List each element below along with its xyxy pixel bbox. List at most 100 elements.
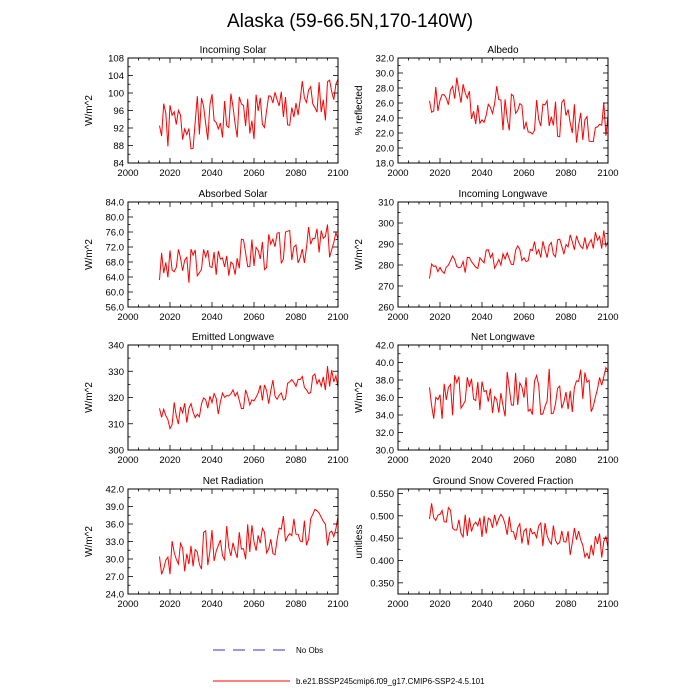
plot-frame xyxy=(127,201,339,308)
y-tick-label: 30.0 xyxy=(376,446,395,457)
series-line-model xyxy=(429,366,609,419)
panel-title: Incoming Solar xyxy=(200,45,267,56)
series-line-model xyxy=(429,230,609,279)
panel-title: Albedo xyxy=(487,45,519,56)
plot-frame xyxy=(397,488,609,595)
x-tick-label: 2000 xyxy=(117,455,138,466)
panel-net-radiation: 2000 2020 2040 2060 2080 2100 24.0 27.0 30.0 33.0… xyxy=(84,476,349,610)
x-tick-label: 2080 xyxy=(285,168,306,179)
y-tick-label: 300 xyxy=(108,446,124,457)
y-tick-label: 64.0 xyxy=(106,273,125,284)
x-tick-label: 2020 xyxy=(429,455,450,466)
x-tick-label: 2080 xyxy=(555,599,576,610)
x-tick-label: 2040 xyxy=(201,599,222,610)
y-tick-label: 27.0 xyxy=(106,572,125,583)
x-tick-label: 2020 xyxy=(429,312,450,323)
y-tick-label: 84 xyxy=(113,159,124,170)
x-tick-label: 2040 xyxy=(471,599,492,610)
y-tick-label: 280 xyxy=(378,261,394,272)
panel-title: Emitted Longwave xyxy=(192,332,275,343)
x-tick-label: 2080 xyxy=(285,455,306,466)
y-tick-label: 76.0 xyxy=(106,228,125,239)
y-tick-label: 18.0 xyxy=(376,159,395,170)
y-axis-label: W/m^2 xyxy=(354,382,365,413)
x-tick-label: 2100 xyxy=(597,312,618,323)
panel-title: Ground Snow Covered Fraction xyxy=(433,476,574,487)
x-tick-label: 2080 xyxy=(555,312,576,323)
plot-frame xyxy=(397,344,609,451)
x-tick-label: 2100 xyxy=(597,168,618,179)
panel-incoming-solar: 2000 2020 2040 2060 2080 2100 84 88 92 96 100 104 10… xyxy=(84,45,349,179)
y-tick-label: 320 xyxy=(108,393,124,404)
y-tick-label: 300 xyxy=(378,219,394,230)
x-tick-label: 2020 xyxy=(159,599,180,610)
x-tick-label: 2060 xyxy=(513,168,534,179)
y-tick-label: 26.0 xyxy=(376,99,395,110)
y-tick-label: 30.0 xyxy=(106,555,125,566)
y-tick-label: 80.0 xyxy=(106,213,125,224)
series-line-model xyxy=(159,508,339,575)
y-axis-label: W/m^2 xyxy=(84,382,95,413)
y-tick-label: 104 xyxy=(108,71,124,82)
y-axis-label: unitless xyxy=(354,525,365,559)
y-tick-label: 88 xyxy=(113,141,124,152)
y-tick-label: 40.0 xyxy=(376,358,395,369)
y-axis-label: W/m^2 xyxy=(84,526,95,557)
y-tick-label: 0.500 xyxy=(370,511,394,522)
plot-frame xyxy=(397,57,609,164)
x-tick-label: 2100 xyxy=(327,168,348,179)
series-line-model xyxy=(159,366,339,431)
y-tick-label: 42.0 xyxy=(106,485,125,496)
x-tick-label: 2080 xyxy=(285,599,306,610)
x-tick-label: 2080 xyxy=(555,455,576,466)
x-tick-label: 2040 xyxy=(471,455,492,466)
y-tick-label: 39.0 xyxy=(106,502,125,513)
y-tick-label: 32.0 xyxy=(376,428,395,439)
x-tick-label: 2040 xyxy=(471,312,492,323)
y-tick-label: 0.550 xyxy=(370,489,394,500)
x-tick-label: 2100 xyxy=(327,455,348,466)
y-tick-label: 0.450 xyxy=(370,534,394,545)
x-tick-label: 2000 xyxy=(387,312,408,323)
y-tick-label: 92 xyxy=(113,124,124,135)
x-tick-label: 2060 xyxy=(513,312,534,323)
y-tick-label: 32.0 xyxy=(376,54,395,65)
y-tick-label: 60.0 xyxy=(106,288,125,299)
x-tick-label: 2040 xyxy=(201,168,222,179)
y-tick-label: 270 xyxy=(378,282,394,293)
x-tick-label: 2100 xyxy=(597,599,618,610)
x-tick-label: 2060 xyxy=(513,455,534,466)
y-tick-label: 0.350 xyxy=(370,578,394,589)
x-tick-label: 2060 xyxy=(243,599,264,610)
panel-emitted-longwave: 2000 2020 2040 2060 2080 2100 300 310 320 330 340 E… xyxy=(84,332,349,466)
x-tick-label: 2060 xyxy=(243,312,264,323)
x-tick-label: 2040 xyxy=(471,168,492,179)
y-tick-label: 84.0 xyxy=(106,198,125,209)
x-tick-label: 2060 xyxy=(243,168,264,179)
y-tick-label: 28.0 xyxy=(376,84,395,95)
y-tick-label: 108 xyxy=(108,54,124,65)
panel-incoming-longwave: 2000 2020 2040 2060 2080 2100 260 270 280 290 300 3… xyxy=(354,189,619,323)
panel-title: Net Radiation xyxy=(203,476,264,487)
panel-ground-snow-covered-fraction: 2000 2020 2040 2060 2080 2100 0.350 0.400 0.450 0… xyxy=(354,476,619,610)
y-tick-label: 34.0 xyxy=(376,411,395,422)
x-tick-label: 2020 xyxy=(159,168,180,179)
panel-net-longwave: 2000 2020 2040 2060 2080 2100 30.0 32.0 34.0 36.0… xyxy=(354,332,619,466)
panel-title: Net Longwave xyxy=(471,332,535,343)
x-tick-label: 2080 xyxy=(285,312,306,323)
panel-title: Incoming Longwave xyxy=(459,189,548,200)
y-tick-label: 68.0 xyxy=(106,258,125,269)
y-axis-label: W/m^2 xyxy=(354,239,365,270)
x-tick-label: 2060 xyxy=(243,455,264,466)
panel-absorbed-solar: 2000 2020 2040 2060 2080 2100 56.0 60.0 64.0 68.0… xyxy=(84,189,349,323)
x-tick-label: 2000 xyxy=(387,599,408,610)
x-tick-label: 2020 xyxy=(429,599,450,610)
y-axis-label: W/m^2 xyxy=(84,95,95,126)
legend-model-label: b.e21.BSSP245cmip6.f09_g17.CMIP6-SSP2-4.… xyxy=(296,677,485,686)
x-tick-label: 2040 xyxy=(201,455,222,466)
y-tick-label: 36.0 xyxy=(376,393,395,404)
x-tick-label: 2000 xyxy=(387,168,408,179)
x-tick-label: 2040 xyxy=(201,312,222,323)
figure-title: Alaska (59-66.5N,170-140W) xyxy=(227,11,473,32)
